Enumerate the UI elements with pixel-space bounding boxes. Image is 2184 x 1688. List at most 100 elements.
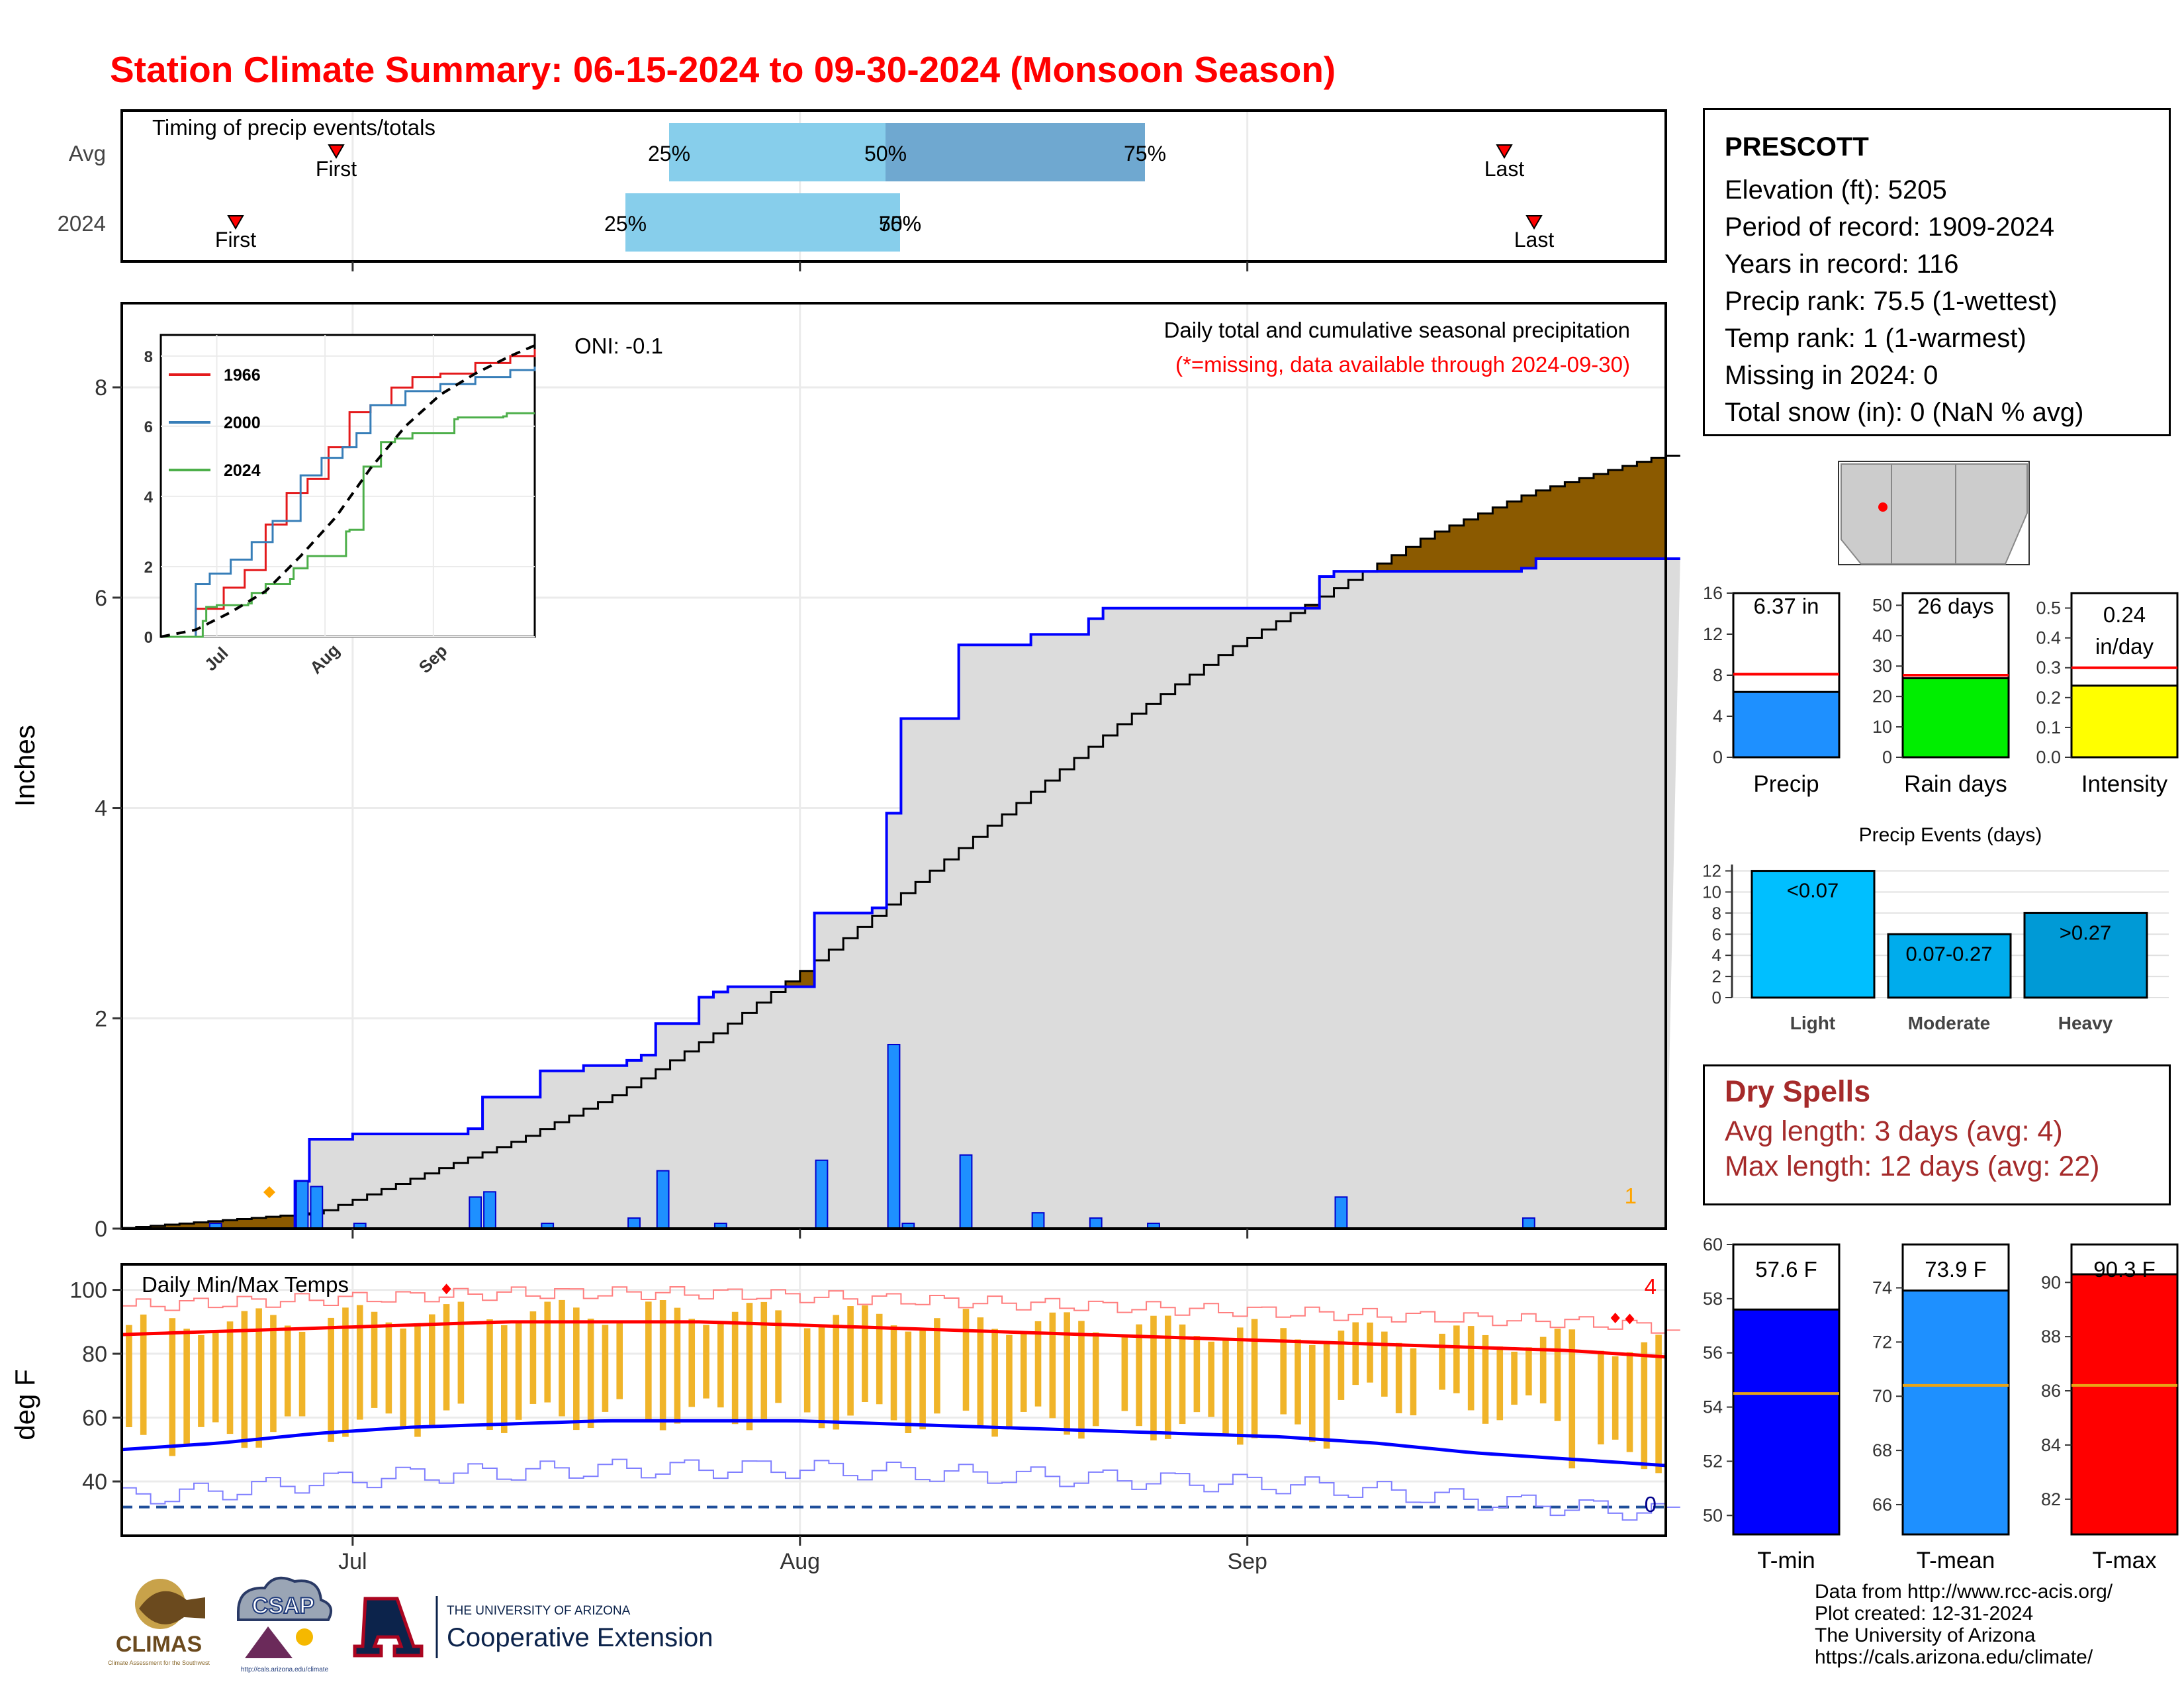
y-tick-label: 0	[95, 1217, 107, 1242]
daily-temp-bar	[919, 1328, 926, 1430]
events-bar-text: <0.07	[1787, 879, 1839, 902]
daily-precip-bar	[815, 1159, 829, 1230]
daily-temp-bar	[616, 1321, 623, 1399]
yr-p75-label: 75%	[879, 212, 921, 236]
avg-25-50-bar	[669, 123, 886, 181]
timing-row-avg: Avg	[69, 141, 106, 165]
timing-label: Timing of precip events/totals	[152, 115, 435, 140]
summary-bar	[2070, 684, 2179, 759]
precip-main-panel: 0 2 4 6 8 Inches ONI: -0.1 Daily total and c…	[9, 302, 1680, 1242]
temp-bar-tick-label: 58	[1703, 1289, 1723, 1309]
daily-temp-bar	[1236, 1327, 1244, 1445]
credit-data-source: Data from http://www.rcc-acis.org/	[1815, 1581, 2113, 1603]
daily-temp-bar	[1121, 1335, 1128, 1411]
inset-y-tick-label: 2	[144, 559, 153, 577]
ua-logo-large-text: Cooperative Extension	[447, 1623, 713, 1652]
credit-university: The University of Arizona	[1815, 1624, 2036, 1646]
temp-bar-tick-label: 60	[1703, 1235, 1723, 1254]
daily-temp-bar	[905, 1331, 912, 1433]
daily-temp-bar	[212, 1332, 219, 1423]
daily-temp-bar	[226, 1321, 234, 1434]
shared-x-axis: Jul Aug Sep	[338, 261, 1267, 1574]
credits-block: Data from http://www.rcc-acis.org/ Plot …	[1815, 1581, 2113, 1668]
daily-temp-bar	[1193, 1336, 1201, 1413]
station-snow: Total snow (in): 0 (NaN % avg)	[1725, 398, 2084, 427]
daily-temp-bar	[876, 1313, 883, 1405]
ua-logo-small-text: THE UNIVERSITY OF ARIZONA	[447, 1604, 631, 1618]
daily-temp-bar	[1295, 1339, 1301, 1425]
temp-y-tick-label: 40	[82, 1470, 107, 1495]
daily-temp-bar	[284, 1325, 291, 1417]
avg-p50-label: 50%	[864, 142, 907, 165]
daily-temp-bar	[169, 1318, 176, 1456]
dry-spells-avg: Avg length: 3 days (avg: 4)	[1725, 1115, 2063, 1147]
average-cumulative-line	[122, 454, 1680, 1229]
record-low-line	[122, 1458, 1680, 1521]
summary-bar-unit: in/day	[2095, 634, 2154, 659]
events-bar-label: Light	[1790, 1013, 1835, 1033]
inset-legend: 1966 2000 2024	[169, 366, 261, 480]
avg-high-line	[121, 1320, 1666, 1359]
summary-bar-tick-label: 8	[1713, 665, 1723, 685]
climas-logo-text: CLIMAS	[116, 1632, 202, 1657]
temp-bar-tick-label: 70	[1872, 1386, 1892, 1406]
record-high-marker	[1625, 1313, 1635, 1325]
daily-temp-bar	[1136, 1324, 1142, 1427]
temp-bar-tick-label: 54	[1703, 1397, 1723, 1417]
daily-temp-bar	[241, 1311, 248, 1448]
station-location-marker	[1878, 502, 1888, 512]
inset-legend-label: 2000	[224, 414, 261, 432]
station-missing: Missing in 2024: 0	[1725, 361, 1938, 390]
temp-bar-tick-label: 72	[1872, 1332, 1892, 1352]
main-y-label: Inches	[9, 725, 40, 807]
csap-logo-cloud	[237, 1576, 333, 1621]
daily-temp-bar	[1641, 1342, 1648, 1470]
events-tick-label: 4	[1712, 945, 1721, 965]
main-panel-frame	[120, 302, 1667, 1230]
daily-temp-bar	[126, 1325, 132, 1427]
map-newmexico-shape	[1891, 463, 1956, 565]
inset-series-line	[161, 412, 535, 638]
daily-temp-bar	[255, 1308, 262, 1448]
timing-marker-triangle	[227, 215, 244, 230]
inset-frame	[159, 334, 536, 638]
daily-temp-bar	[1323, 1340, 1330, 1449]
daily-temp-bar	[501, 1325, 508, 1433]
below-normal-area	[122, 457, 1666, 1229]
dry-spells-title: Dry Spells	[1725, 1074, 1871, 1108]
daily-temp-bar	[717, 1321, 724, 1408]
events-tick-label: 6	[1712, 924, 1721, 944]
daily-temp-bar	[1655, 1335, 1662, 1474]
daily-temp-bar	[1395, 1342, 1402, 1413]
temp-y-axis: 40 60 80 100	[69, 1278, 122, 1495]
daily-temp-bar	[962, 1309, 970, 1411]
temp-bar-label: T-max	[2092, 1548, 2157, 1573]
ua-logo: THE UNIVERSITY OF ARIZONA Cooperative Ex…	[353, 1596, 713, 1658]
temp-bar-tick-label: 50	[1703, 1505, 1723, 1525]
timing-panel-frame	[120, 109, 1667, 263]
summary-bar-tick-label: 20	[1872, 686, 1892, 706]
daily-temp-bar	[1598, 1350, 1604, 1444]
csap-logo-sun	[296, 1628, 313, 1646]
avg-last-label: Last	[1484, 157, 1525, 181]
daily-temp-bar	[328, 1317, 334, 1442]
summary-bar-tick-label: 40	[1872, 626, 1892, 645]
daily-temp-bar	[1525, 1347, 1532, 1395]
daily-temp-bar	[1179, 1324, 1186, 1425]
inset-lines	[160, 344, 536, 638]
daily-temp-bar	[1569, 1329, 1576, 1469]
y-tick-label: 4	[95, 796, 107, 821]
timing-marker-triangle	[1525, 215, 1543, 230]
daily-temp-bar	[862, 1305, 868, 1402]
inset-series-line	[161, 366, 536, 638]
y-tick-label: 8	[95, 375, 107, 400]
events-bar-label: Heavy	[2058, 1013, 2113, 1033]
daily-temp-bar	[356, 1305, 363, 1420]
avg-low-line	[121, 1419, 1666, 1468]
daily-precip-bar	[627, 1217, 641, 1230]
temp-bar-tick-label: 74	[1872, 1278, 1892, 1297]
station-elevation: Elevation (ft): 5205	[1725, 175, 1947, 205]
events-tick-label: 2	[1712, 966, 1721, 986]
